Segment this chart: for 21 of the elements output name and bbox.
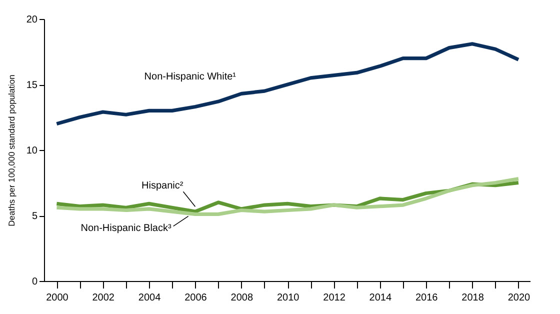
x-tick-label: 2018 — [462, 292, 484, 304]
y-tick-label: 10 — [26, 146, 38, 156]
x-tick-label: 2004 — [138, 292, 162, 304]
x-tick-label: 2016 — [415, 292, 438, 304]
y-tick-label: 5 — [32, 211, 38, 222]
x-tick-label: 2006 — [184, 292, 208, 304]
x-tick-label: 2020 — [508, 292, 531, 304]
x-tick-label: 2000 — [46, 292, 69, 304]
x-tick-label: 2002 — [92, 292, 115, 304]
x-tick-label: 2008 — [230, 292, 254, 304]
series-label: Hispanic² — [142, 180, 184, 192]
series-label: Non-Hispanic White¹ — [144, 72, 237, 83]
y-tick-label: 20 — [26, 14, 38, 26]
x-tick-label: 2012 — [323, 292, 346, 304]
x-tick-label: 2010 — [276, 292, 300, 304]
y-axis-title: Deaths per 100,000 standard population — [6, 74, 16, 226]
x-tick-label: 2014 — [369, 292, 392, 304]
y-tick-label: 15 — [26, 80, 38, 91]
line-series — [54, 42, 520, 126]
y-tick-label: 0 — [32, 276, 38, 288]
series-label: Non-Hispanic Black³ — [80, 223, 172, 234]
